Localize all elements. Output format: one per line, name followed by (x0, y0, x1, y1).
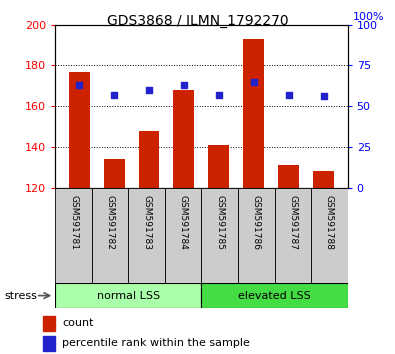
Text: GSM591782: GSM591782 (105, 195, 115, 250)
Bar (278, 165, 299, 188)
Text: 100%: 100% (353, 12, 385, 22)
Point (321, 93, 327, 99)
Text: GSM591787: GSM591787 (288, 195, 297, 250)
Point (146, 87, 152, 93)
Bar (43, 316, 55, 331)
Bar (55, 188, 92, 283)
Bar (311, 188, 348, 283)
Bar (201, 283, 348, 308)
Bar (313, 171, 334, 188)
Point (76, 82, 82, 88)
Bar (69, 72, 90, 188)
Text: GSM591786: GSM591786 (252, 195, 261, 250)
Text: GSM591784: GSM591784 (179, 195, 188, 250)
Text: elevated LSS: elevated LSS (238, 291, 311, 301)
Text: percentile rank within the sample: percentile rank within the sample (62, 338, 250, 348)
Text: GDS3868 / ILMN_1792270: GDS3868 / ILMN_1792270 (107, 14, 288, 28)
Point (181, 82, 187, 88)
Bar (55, 283, 201, 308)
Point (286, 92, 292, 98)
Text: GSM591781: GSM591781 (69, 195, 78, 250)
Bar (43, 336, 55, 350)
Bar (103, 159, 124, 188)
Bar (238, 188, 275, 283)
Bar (173, 90, 194, 188)
Bar (128, 188, 165, 283)
Point (251, 79, 257, 85)
Text: count: count (62, 318, 94, 329)
Bar (275, 188, 311, 283)
Text: GSM591783: GSM591783 (142, 195, 151, 250)
Text: GSM591788: GSM591788 (325, 195, 334, 250)
Point (216, 92, 222, 98)
Bar (209, 145, 229, 188)
Text: stress: stress (4, 291, 37, 301)
Bar (165, 188, 201, 283)
Bar (92, 188, 128, 283)
Point (111, 92, 117, 98)
Bar (201, 188, 238, 283)
Text: GSM591785: GSM591785 (215, 195, 224, 250)
Text: normal LSS: normal LSS (97, 291, 160, 301)
Bar (243, 39, 264, 188)
Bar (139, 131, 160, 188)
